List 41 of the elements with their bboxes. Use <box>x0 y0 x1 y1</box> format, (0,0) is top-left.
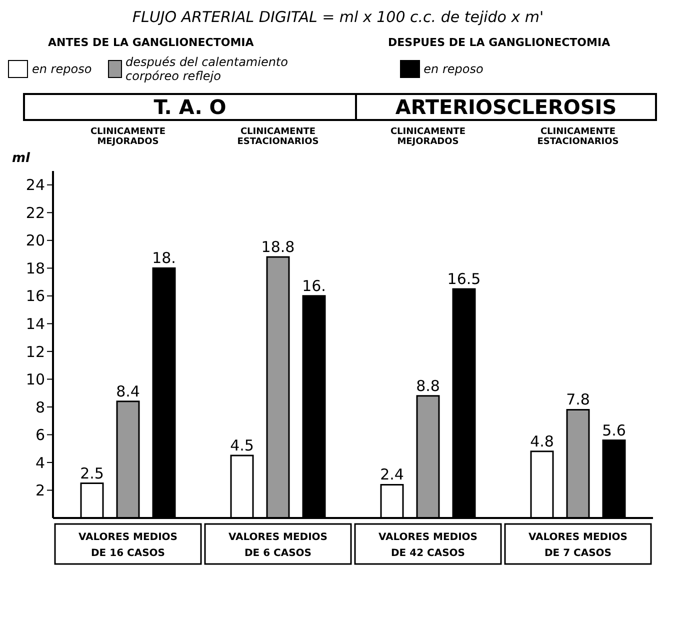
y-axis-title: ml <box>12 151 32 166</box>
x-tick-label: VALORES MEDIOS DE 42 CASOS <box>378 532 478 559</box>
y-tick-label: 14 <box>26 315 45 334</box>
data-label: 18.8 <box>261 238 295 256</box>
x-tick-label: VALORES MEDIOS DE 6 CASOS <box>228 532 328 559</box>
x-tick-label: VALORES MEDIOS DE 16 CASOS <box>78 532 178 559</box>
y-tick-label: 6 <box>35 426 45 444</box>
y-tick-label: 24 <box>26 176 45 194</box>
text: CLINICAMENTE ESTACIONARIOS <box>536 127 620 147</box>
data-label: 4.5 <box>230 436 254 455</box>
text: CLINICAMENTE MEJORADOS <box>389 127 467 147</box>
y-tick-label: 2 <box>35 482 45 500</box>
text: ARTERIOSCLEROSIS <box>394 95 618 119</box>
y-tick-label: 12 <box>26 342 45 361</box>
y-tick-label: 22 <box>26 204 45 222</box>
data-label: 18. <box>152 249 176 268</box>
y-tick-label: 10 <box>26 370 45 389</box>
data-label: 16.5 <box>447 270 481 288</box>
data-label: 16. <box>302 276 326 295</box>
text: ANTES DE LA GANGLIONECTOMIA <box>48 36 255 49</box>
text: DESPUES DE LA GANGLIONECTOMIA <box>388 36 610 49</box>
chart-title: FLUJO ARTERIAL DIGITAL = ml x 100 c.c. de tejido x m' <box>131 8 545 26</box>
data-label: 7.8 <box>566 390 590 409</box>
data-label: 8.8 <box>416 376 440 395</box>
legend-label: en reposo <box>424 62 484 76</box>
y-tick-label: 18 <box>26 259 45 278</box>
data-label: 8.4 <box>116 382 140 400</box>
text: CLINICAMENTE MEJORADOS <box>89 127 167 147</box>
y-tick-label: 20 <box>26 232 45 250</box>
x-tick-label: VALORES MEDIOS DE 7 CASOS <box>528 532 628 559</box>
data-label: 4.8 <box>530 432 554 450</box>
y-tick-label: 4 <box>35 454 45 472</box>
text: CLINICAMENTE ESTACIONARIOS <box>236 127 320 147</box>
legend-label: en reposo <box>32 62 92 76</box>
data-label: 2.5 <box>80 464 104 482</box>
legend-label: después del calentamiento corpóreo reflejo <box>126 55 289 83</box>
y-tick-label: 8 <box>35 398 45 416</box>
data-label: 2.4 <box>380 466 404 484</box>
y-tick-label: 16 <box>26 287 45 306</box>
text: T. A. O <box>25 95 357 119</box>
data-label: 5.6 <box>602 421 626 440</box>
